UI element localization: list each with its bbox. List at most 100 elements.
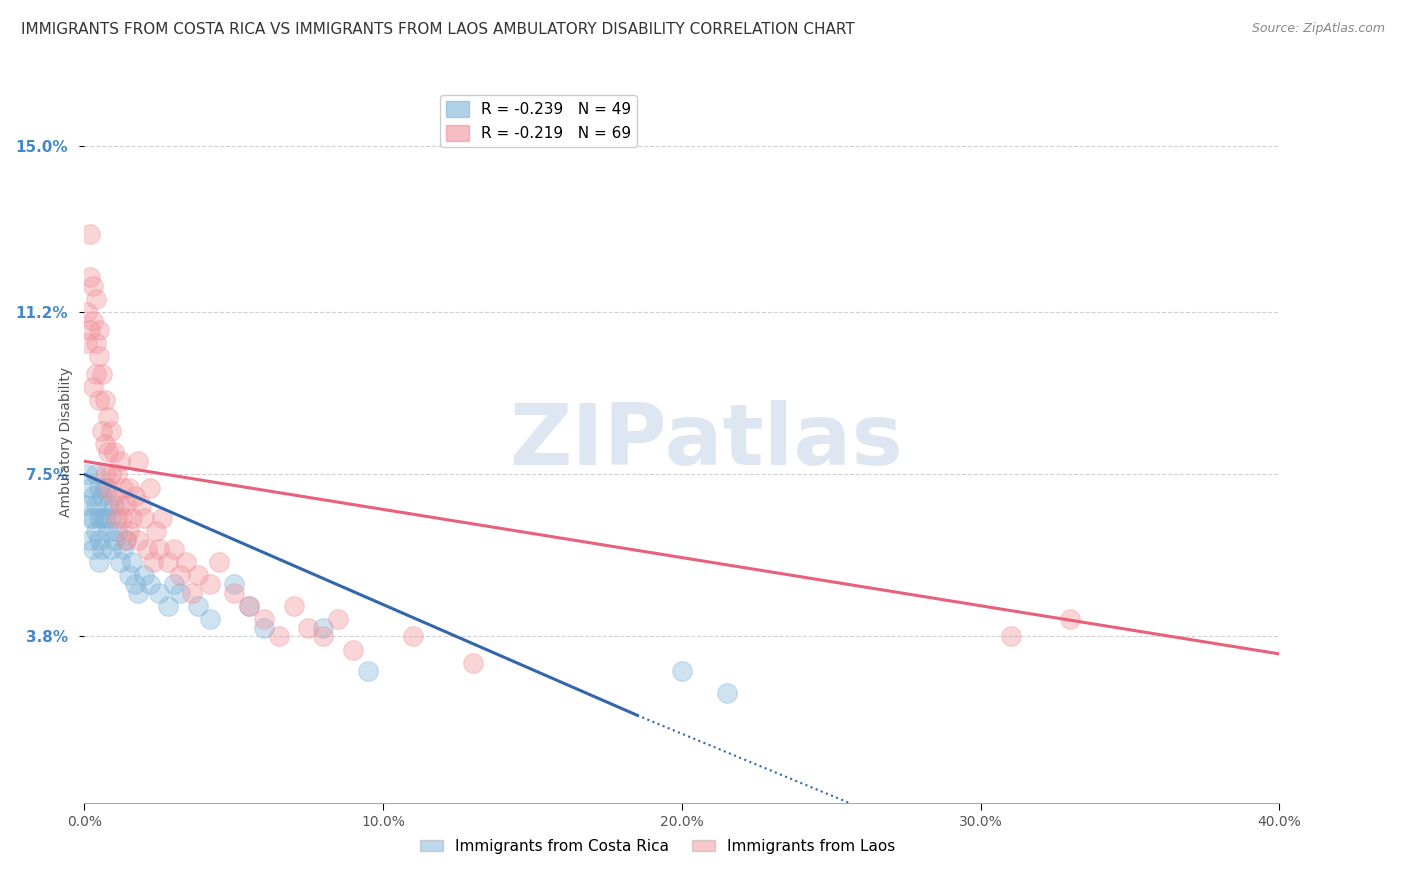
Legend: Immigrants from Costa Rica, Immigrants from Laos: Immigrants from Costa Rica, Immigrants f…: [415, 833, 901, 860]
Point: [357, 665, 380, 679]
Point: [105, 524, 128, 539]
Point: [91, 541, 114, 556]
Point: [97, 524, 120, 539]
Point: [79, 511, 101, 525]
Point: [222, 585, 245, 599]
Point: [91, 489, 114, 503]
Point: [86, 524, 108, 539]
Point: [150, 511, 173, 525]
Point: [82, 279, 104, 293]
Point: [157, 555, 180, 569]
Point: [76, 336, 98, 351]
Point: [94, 467, 117, 482]
Point: [157, 599, 180, 613]
Point: [100, 511, 122, 525]
Point: [312, 629, 335, 643]
Point: [91, 424, 114, 438]
Point: [187, 568, 209, 582]
Point: [1000, 629, 1022, 643]
Point: [76, 305, 98, 319]
Point: [145, 524, 167, 539]
Point: [103, 533, 125, 547]
Point: [253, 621, 276, 635]
Point: [129, 498, 152, 512]
Point: [115, 533, 138, 547]
Point: [94, 392, 117, 407]
Point: [82, 489, 104, 503]
Point: [97, 498, 120, 512]
Point: [169, 585, 191, 599]
Point: [127, 533, 149, 547]
Point: [115, 498, 138, 512]
Point: [103, 498, 125, 512]
Point: [79, 481, 101, 495]
Point: [461, 656, 484, 670]
Point: [253, 612, 276, 626]
Point: [198, 612, 221, 626]
Text: ZIPatlas: ZIPatlas: [509, 400, 903, 483]
Point: [124, 577, 146, 591]
Point: [79, 323, 101, 337]
Point: [267, 629, 290, 643]
Point: [148, 541, 170, 556]
Point: [238, 599, 260, 613]
Point: [105, 511, 128, 525]
Point: [97, 445, 120, 459]
Point: [136, 541, 159, 556]
Point: [671, 665, 693, 679]
Point: [112, 511, 135, 525]
Point: [86, 498, 108, 512]
Point: [132, 568, 156, 582]
Point: [89, 349, 111, 363]
Text: Source: ZipAtlas.com: Source: ZipAtlas.com: [1251, 22, 1385, 36]
Point: [82, 314, 104, 328]
Point: [127, 454, 149, 468]
Point: [110, 555, 132, 569]
Point: [86, 336, 108, 351]
Point: [174, 555, 197, 569]
Point: [187, 599, 209, 613]
Point: [79, 227, 101, 241]
Point: [208, 555, 231, 569]
Point: [312, 621, 335, 635]
Point: [82, 380, 104, 394]
Point: [402, 629, 425, 643]
Point: [97, 481, 120, 495]
Point: [222, 577, 245, 591]
Point: [283, 599, 305, 613]
Point: [89, 323, 111, 337]
Point: [110, 454, 132, 468]
Point: [342, 642, 364, 657]
Point: [94, 511, 117, 525]
Point: [79, 533, 101, 547]
Point: [121, 511, 143, 525]
Point: [100, 424, 122, 438]
Point: [181, 585, 204, 599]
Point: [124, 489, 146, 503]
Point: [100, 467, 122, 482]
Point: [148, 585, 170, 599]
Point: [118, 524, 141, 539]
Y-axis label: Ambulatory Disability: Ambulatory Disability: [59, 367, 73, 516]
Point: [89, 555, 111, 569]
Point: [82, 511, 104, 525]
Point: [110, 498, 132, 512]
Point: [79, 270, 101, 285]
Point: [163, 577, 186, 591]
Point: [100, 541, 122, 556]
Point: [716, 686, 738, 700]
Point: [127, 585, 149, 599]
Point: [132, 511, 156, 525]
Point: [238, 599, 260, 613]
Point: [76, 498, 98, 512]
Point: [86, 367, 108, 381]
Point: [86, 292, 108, 306]
Point: [91, 511, 114, 525]
Point: [89, 392, 111, 407]
Point: [97, 410, 120, 425]
Point: [94, 436, 117, 450]
Point: [86, 467, 108, 482]
Point: [94, 481, 117, 495]
Point: [121, 555, 143, 569]
Point: [89, 533, 111, 547]
